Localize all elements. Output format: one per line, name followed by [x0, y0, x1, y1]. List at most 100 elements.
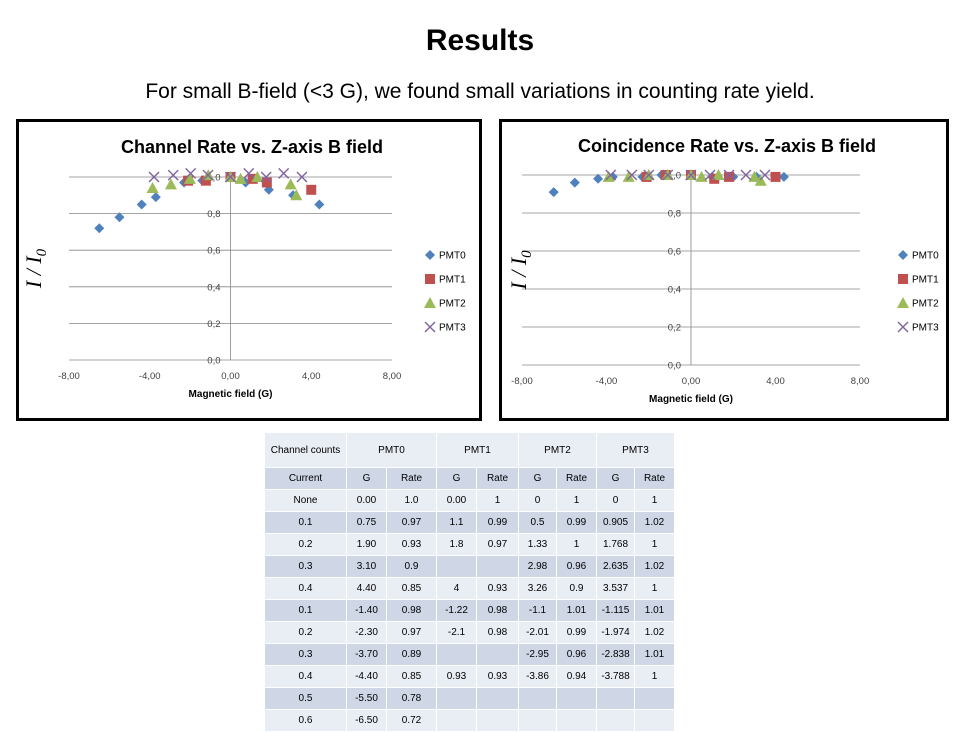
table-cell: 0 — [518, 489, 557, 512]
table-cell: -2.95 — [518, 643, 557, 666]
chart1-point-pmt3 — [704, 169, 716, 181]
table-row: 0.4 -4.40 0.85 0.93 0.93 -3.86 0.94 -3.788 1 — [264, 665, 675, 688]
chart1-ytick-label: 0,4 — [668, 285, 681, 296]
table-cell: 1 — [634, 577, 675, 600]
table-cell: 1.768 — [596, 533, 635, 556]
chart0-point-pmt3 — [185, 167, 197, 179]
table-cell: 4.40 — [346, 577, 387, 600]
table-cell: 1.0 — [386, 489, 437, 512]
chart0-legend-label-pmt1: PMT1 — [439, 275, 466, 286]
table-row: 0.3 3.10 0.9 2.98 0.96 2.635 1.02 — [264, 555, 675, 578]
table-cell: 0.93 — [476, 665, 519, 688]
chart0-legend-marker-pmt0 — [425, 250, 435, 260]
table-cell: 1.02 — [634, 555, 675, 578]
table-cell: 0.85 — [386, 577, 437, 600]
table-cell — [436, 643, 477, 666]
table-cell — [518, 709, 557, 732]
table-header-cell: PMT1 — [436, 432, 519, 468]
chart1-point-pmt1 — [724, 171, 735, 182]
table-subheader-cell: G — [596, 467, 635, 490]
table-cell: 0.97 — [386, 621, 437, 644]
table-cell: 0.94 — [556, 665, 597, 688]
table-cell: -6.50 — [346, 709, 387, 732]
chart1-x-axis-label: Magnetic field (G) — [649, 394, 733, 405]
table-cell: 1.02 — [634, 511, 675, 534]
table-row: 0.1 0.75 0.97 1.1 0.99 0.5 0.99 0.905 1.02 — [264, 511, 675, 534]
table-cell: -2.01 — [518, 621, 557, 644]
chart0-legend-marker-pmt2 — [424, 297, 436, 308]
table-row: 0.6 -6.50 0.72 — [264, 709, 675, 732]
table-cell — [596, 709, 635, 732]
table-header-cell: PMT2 — [518, 432, 597, 468]
table-subheader-cell: Rate — [386, 467, 437, 490]
table-cell: -2.1 — [436, 621, 477, 644]
chart1-xtick-label: 8,00 — [851, 376, 870, 387]
table-cell: 0.98 — [476, 621, 519, 644]
table-cell: -3.70 — [346, 643, 387, 666]
table-header-cell: PMT0 — [346, 432, 437, 468]
table-cell: 0.00 — [436, 489, 477, 512]
chart0-point-pmt3 — [296, 171, 308, 183]
channel-rate-chart: Channel Rate vs. Z-axis B field 0,0 0,2 0,4… — [16, 119, 482, 421]
table-cell: 0.99 — [556, 621, 597, 644]
table-cell: 2.635 — [596, 555, 635, 578]
chart0-point-pmt3 — [260, 171, 272, 183]
chart1-xtick-label: -4,00 — [596, 376, 618, 387]
table-cell: 0.98 — [476, 599, 519, 622]
table-cell: 1 — [556, 489, 597, 512]
table-cell: 1 — [556, 533, 597, 556]
chart1-legend-marker-pmt3 — [897, 321, 909, 333]
chart0-xtick-label: 4,00 — [302, 371, 321, 382]
table-row: 0.2 1.90 0.93 1.8 0.97 1.33 1 1.768 1 — [264, 533, 675, 556]
table-header-row: Channel counts PMT0 PMT1 PMT2 PMT3 — [264, 432, 675, 468]
chart1-point-pmt0 — [569, 177, 580, 188]
table-cell — [436, 687, 477, 710]
table-cell: 1.02 — [634, 621, 675, 644]
chart0-point-pmt1 — [247, 173, 258, 184]
table-cell — [436, 555, 477, 578]
table-cell — [476, 555, 519, 578]
table-cell: 0.75 — [346, 511, 387, 534]
table-cell: 0.1 — [264, 511, 347, 534]
chart0-legend-marker-pmt1 — [425, 274, 435, 284]
chart1-ytick-label: 0,6 — [668, 247, 681, 258]
table-cell: -1.974 — [596, 621, 635, 644]
chart0-point-pmt0 — [314, 199, 325, 210]
chart1-point-pmt2 — [695, 170, 708, 182]
table-cell: 0.6 — [264, 709, 347, 732]
chart0-point-pmt0 — [94, 223, 105, 234]
table-cell: 1.01 — [556, 599, 597, 622]
chart0-ytick-label: 0,4 — [207, 282, 220, 293]
table-subheader-cell: Current — [264, 467, 347, 490]
table-cell: 0.5 — [518, 511, 557, 534]
table-cell: -4.40 — [346, 665, 387, 688]
table-cell: 0.85 — [386, 665, 437, 688]
chart1-point-pmt3 — [643, 169, 655, 181]
table-cell — [556, 687, 597, 710]
chart0-xtick-label: -4,00 — [139, 371, 161, 382]
table-cell: 3.537 — [596, 577, 635, 600]
table-cell — [634, 709, 675, 732]
table-cell: 1.01 — [634, 599, 675, 622]
table-cell: 0.93 — [436, 665, 477, 688]
chart0-point-pmt3 — [148, 171, 160, 183]
table-cell: 1.90 — [346, 533, 387, 556]
chart1-legend-marker-pmt2 — [897, 297, 909, 308]
table-cell: 1.01 — [634, 643, 675, 666]
chart1-legend-label-pmt1: PMT1 — [912, 275, 939, 286]
table-subheader-cell: Rate — [634, 467, 675, 490]
table-cell: 0.98 — [386, 599, 437, 622]
chart0-legend-marker-pmt3 — [424, 321, 436, 333]
table-cell: 0.9 — [556, 577, 597, 600]
chart0-ytick-label: 0,8 — [207, 209, 220, 220]
chart1-legend-marker-pmt0 — [898, 250, 908, 260]
table-cell: 0.2 — [264, 533, 347, 556]
table-cell: -1.1 — [518, 599, 557, 622]
chart1-point-pmt2 — [712, 169, 725, 180]
table-cell: 4 — [436, 577, 477, 600]
chart1-ytick-label: 0,2 — [668, 323, 681, 334]
chart0-point-pmt2 — [234, 172, 247, 184]
chart1-point-pmt1 — [770, 171, 781, 182]
chart1-point-pmt3 — [605, 169, 617, 181]
table-cell: -2.30 — [346, 621, 387, 644]
